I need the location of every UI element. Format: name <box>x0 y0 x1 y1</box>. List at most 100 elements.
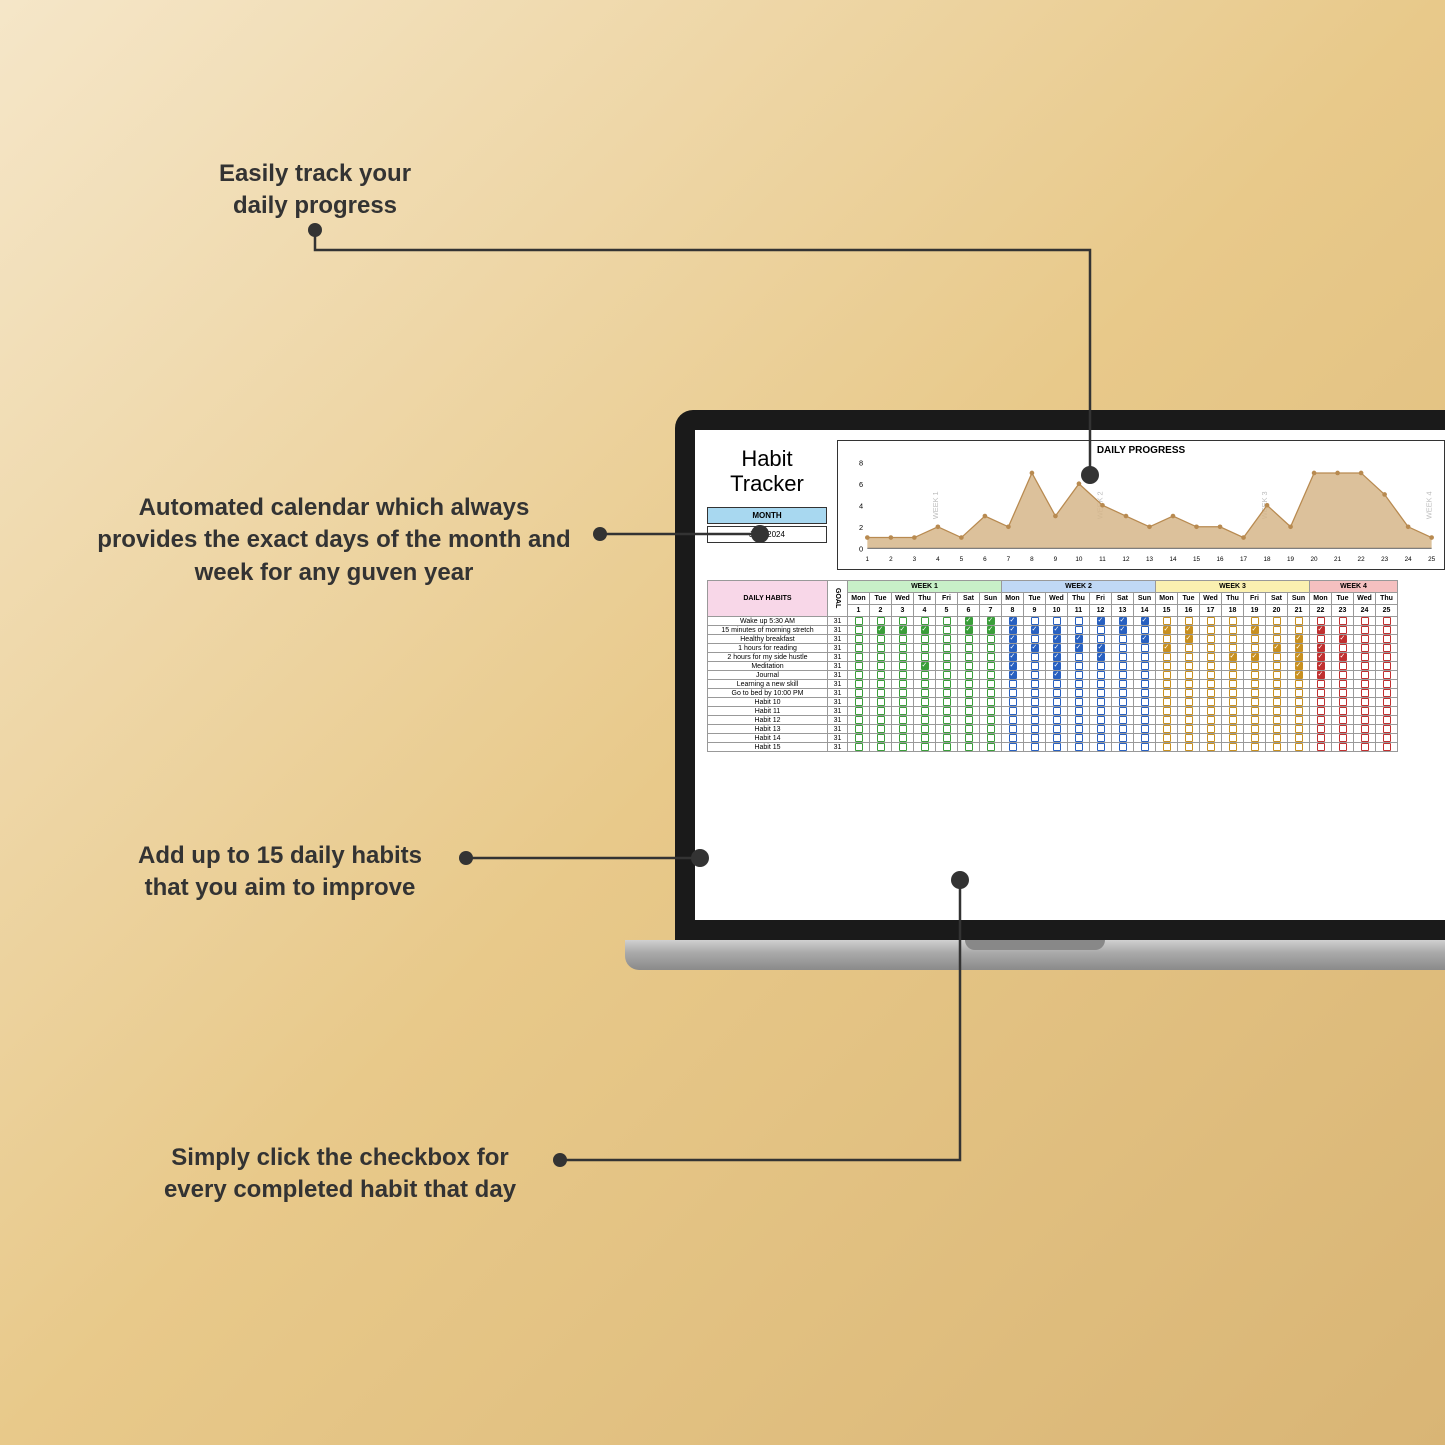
habit-checkbox-cell[interactable] <box>980 662 1002 671</box>
habit-checkbox-cell[interactable] <box>1266 689 1288 698</box>
habit-checkbox-cell[interactable] <box>1266 644 1288 653</box>
habit-checkbox-cell[interactable] <box>1288 662 1310 671</box>
habit-checkbox-cell[interactable] <box>1090 689 1112 698</box>
habit-checkbox-cell[interactable] <box>1288 617 1310 626</box>
habit-checkbox-cell[interactable] <box>1002 689 1024 698</box>
habit-checkbox-cell[interactable] <box>1068 653 1090 662</box>
habit-name[interactable]: Journal <box>708 671 828 680</box>
habit-checkbox-cell[interactable] <box>1200 626 1222 635</box>
habit-checkbox-cell[interactable] <box>1376 689 1398 698</box>
habit-checkbox-cell[interactable] <box>1134 725 1156 734</box>
habit-checkbox-cell[interactable] <box>1068 662 1090 671</box>
habit-checkbox-cell[interactable] <box>1222 716 1244 725</box>
habit-checkbox-cell[interactable] <box>848 734 870 743</box>
habit-checkbox-cell[interactable] <box>1222 725 1244 734</box>
habit-checkbox-cell[interactable] <box>1046 680 1068 689</box>
habit-checkbox-cell[interactable] <box>914 689 936 698</box>
habit-checkbox-cell[interactable] <box>1178 653 1200 662</box>
habit-checkbox-cell[interactable] <box>1090 635 1112 644</box>
habit-checkbox-cell[interactable] <box>848 662 870 671</box>
habit-checkbox-cell[interactable] <box>1090 653 1112 662</box>
habit-checkbox-cell[interactable] <box>936 743 958 752</box>
habit-checkbox-cell[interactable] <box>1244 671 1266 680</box>
habit-checkbox-cell[interactable] <box>1046 671 1068 680</box>
habit-checkbox-cell[interactable] <box>1244 662 1266 671</box>
habit-checkbox-cell[interactable] <box>1134 716 1156 725</box>
habit-checkbox-cell[interactable] <box>1200 743 1222 752</box>
habit-checkbox-cell[interactable] <box>892 743 914 752</box>
habit-checkbox-cell[interactable] <box>1332 626 1354 635</box>
habit-checkbox-cell[interactable] <box>1288 671 1310 680</box>
habit-checkbox-cell[interactable] <box>1156 644 1178 653</box>
habit-checkbox-cell[interactable] <box>1002 707 1024 716</box>
habit-checkbox-cell[interactable] <box>848 743 870 752</box>
habit-checkbox-cell[interactable] <box>848 635 870 644</box>
habit-checkbox-cell[interactable] <box>1134 635 1156 644</box>
habit-checkbox-cell[interactable] <box>1376 617 1398 626</box>
habit-checkbox-cell[interactable] <box>958 707 980 716</box>
habit-checkbox-cell[interactable] <box>936 734 958 743</box>
habit-checkbox-cell[interactable] <box>1024 734 1046 743</box>
habit-checkbox-cell[interactable] <box>1288 644 1310 653</box>
habit-checkbox-cell[interactable] <box>1090 743 1112 752</box>
habit-checkbox-cell[interactable] <box>1266 725 1288 734</box>
habit-checkbox-cell[interactable] <box>1178 734 1200 743</box>
habit-checkbox-cell[interactable] <box>848 617 870 626</box>
habit-checkbox-cell[interactable] <box>1376 671 1398 680</box>
habit-name[interactable]: Habit 10 <box>708 698 828 707</box>
habit-checkbox-cell[interactable] <box>1332 716 1354 725</box>
habit-checkbox-cell[interactable] <box>1112 689 1134 698</box>
habit-checkbox-cell[interactable] <box>1134 707 1156 716</box>
habit-checkbox-cell[interactable] <box>980 743 1002 752</box>
habit-checkbox-cell[interactable] <box>1134 671 1156 680</box>
habit-checkbox-cell[interactable] <box>958 734 980 743</box>
habit-checkbox-cell[interactable] <box>1024 743 1046 752</box>
habit-checkbox-cell[interactable] <box>1178 626 1200 635</box>
habit-checkbox-cell[interactable] <box>870 626 892 635</box>
habit-checkbox-cell[interactable] <box>870 698 892 707</box>
habit-checkbox-cell[interactable] <box>958 689 980 698</box>
habit-checkbox-cell[interactable] <box>980 689 1002 698</box>
habit-checkbox-cell[interactable] <box>848 725 870 734</box>
habit-checkbox-cell[interactable] <box>1090 725 1112 734</box>
habit-checkbox-cell[interactable] <box>1046 734 1068 743</box>
habit-checkbox-cell[interactable] <box>914 707 936 716</box>
habit-checkbox-cell[interactable] <box>1090 644 1112 653</box>
habit-name[interactable]: Learning a new skill <box>708 680 828 689</box>
habit-checkbox-cell[interactable] <box>1156 662 1178 671</box>
habit-checkbox-cell[interactable] <box>1288 680 1310 689</box>
habit-checkbox-cell[interactable] <box>1266 698 1288 707</box>
habit-checkbox-cell[interactable] <box>1288 743 1310 752</box>
habit-checkbox-cell[interactable] <box>1376 626 1398 635</box>
habit-checkbox-cell[interactable] <box>1222 698 1244 707</box>
habit-checkbox-cell[interactable] <box>1354 743 1376 752</box>
habit-checkbox-cell[interactable] <box>1134 644 1156 653</box>
habit-checkbox-cell[interactable] <box>1112 716 1134 725</box>
habit-checkbox-cell[interactable] <box>1134 734 1156 743</box>
habit-checkbox-cell[interactable] <box>1178 644 1200 653</box>
habit-checkbox-cell[interactable] <box>1112 626 1134 635</box>
habit-checkbox-cell[interactable] <box>980 671 1002 680</box>
habit-checkbox-cell[interactable] <box>870 743 892 752</box>
habit-checkbox-cell[interactable] <box>1244 698 1266 707</box>
habit-checkbox-cell[interactable] <box>1222 734 1244 743</box>
habit-checkbox-cell[interactable] <box>892 734 914 743</box>
habit-checkbox-cell[interactable] <box>914 725 936 734</box>
habit-checkbox-cell[interactable] <box>1156 698 1178 707</box>
habit-name[interactable]: Habit 11 <box>708 707 828 716</box>
habit-checkbox-cell[interactable] <box>1178 689 1200 698</box>
habit-checkbox-cell[interactable] <box>1244 617 1266 626</box>
habit-checkbox-cell[interactable] <box>980 698 1002 707</box>
habit-checkbox-cell[interactable] <box>936 698 958 707</box>
habit-checkbox-cell[interactable] <box>870 689 892 698</box>
habit-checkbox-cell[interactable] <box>1112 707 1134 716</box>
habit-checkbox-cell[interactable] <box>848 707 870 716</box>
habit-checkbox-cell[interactable] <box>1090 626 1112 635</box>
habit-checkbox-cell[interactable] <box>1200 725 1222 734</box>
habit-checkbox-cell[interactable] <box>1354 617 1376 626</box>
habit-checkbox-cell[interactable] <box>1046 725 1068 734</box>
habit-checkbox-cell[interactable] <box>892 698 914 707</box>
habit-checkbox-cell[interactable] <box>892 617 914 626</box>
habit-checkbox-cell[interactable] <box>870 635 892 644</box>
habit-checkbox-cell[interactable] <box>1200 653 1222 662</box>
